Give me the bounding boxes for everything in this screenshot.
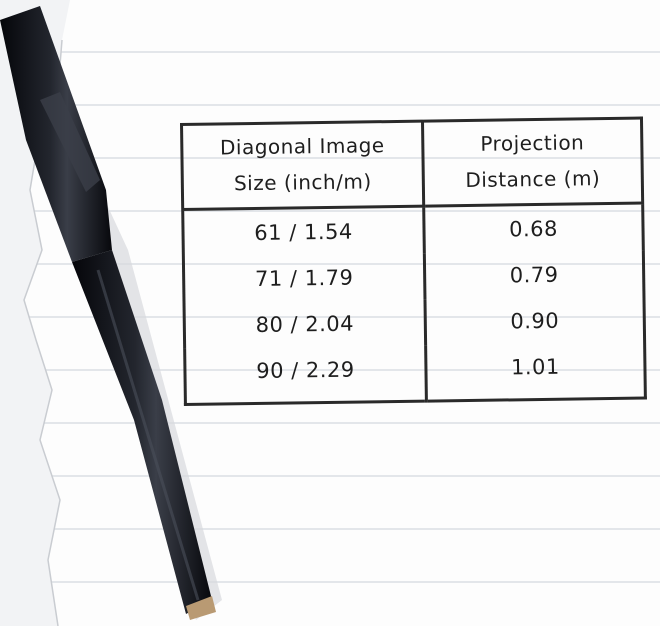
table-row: 71 / 1.79 0.79 — [183, 251, 644, 303]
table-row: 80 / 2.04 0.90 — [184, 297, 645, 349]
header-projection-distance: Projection Distance (m) — [422, 118, 643, 207]
table-cell-size: 80 / 2.04 — [184, 299, 426, 349]
table-cell-distance: 1.01 — [510, 354, 560, 380]
header-diagonal-image-size: Diagonal Image Size (inch/m) — [181, 121, 424, 210]
torn-paper-edge — [0, 0, 70, 626]
header-line: Projection — [480, 130, 585, 156]
table-cell-size: 61 / 1.54 — [182, 206, 425, 257]
table-cell-distance: 0.68 — [508, 216, 559, 242]
table-cell-size: 90 / 2.29 — [184, 345, 427, 405]
header-row: Diagonal Image Size (inch/m) Projection … — [181, 118, 643, 210]
header-line: Diagonal Image — [219, 133, 385, 160]
header-line: Size (inch/m) — [233, 169, 372, 196]
header-line: Distance (m) — [465, 166, 601, 193]
table-cell-distance: 0.79 — [509, 262, 559, 288]
handwritten-table: Diagonal Image Size (inch/m) Projection … — [180, 116, 647, 406]
table-cell-distance: 0.90 — [510, 308, 560, 334]
table-cell-size: 71 / 1.79 — [183, 253, 425, 303]
table-row: 90 / 2.29 1.01 — [184, 343, 646, 405]
table-row: 61 / 1.54 0.68 — [182, 203, 644, 257]
projection-table: Diagonal Image Size (inch/m) Projection … — [180, 116, 647, 406]
